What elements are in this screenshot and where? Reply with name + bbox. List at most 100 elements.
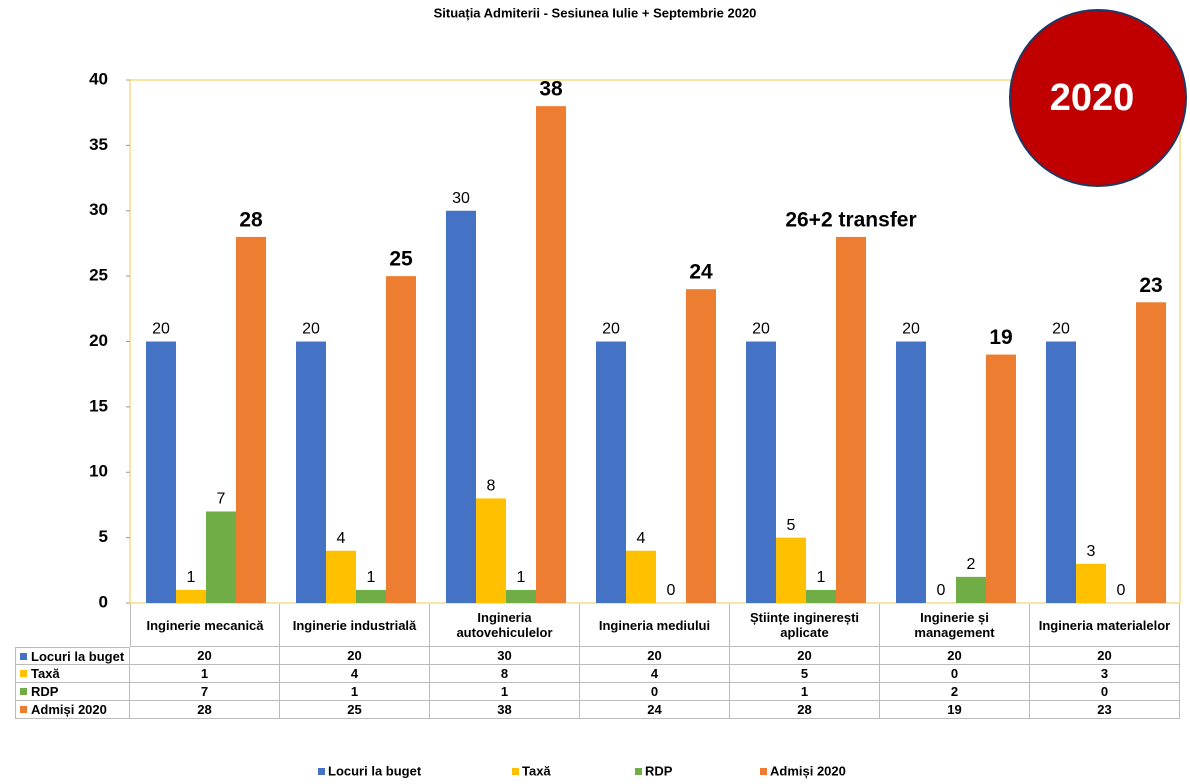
badge [1009, 9, 1187, 187]
table-value: 4 [280, 665, 430, 683]
bar [506, 589, 536, 603]
legend-swatch [20, 688, 27, 695]
table-value: 23 [1030, 701, 1180, 719]
plot-frame [129, 79, 1181, 604]
bar [206, 511, 236, 603]
y-tick-label: 0 [99, 592, 108, 611]
data-label: 4 [637, 530, 646, 547]
bar [956, 576, 986, 603]
bar [1136, 302, 1166, 603]
data-label: 1 [817, 569, 826, 586]
table-value: 28 [730, 701, 880, 719]
y-tick-label: 5 [99, 527, 108, 546]
table-value: 1 [730, 683, 880, 701]
bar [1076, 563, 1106, 603]
bar [536, 106, 566, 604]
bar [146, 341, 176, 603]
bar [746, 341, 776, 603]
table-value: 1 [130, 665, 280, 683]
series-name: RDP [31, 684, 59, 699]
legend-label: RDP [645, 763, 673, 778]
data-label: 0 [1117, 582, 1126, 599]
data-label: 20 [1052, 321, 1070, 338]
table-category: Științe inginerești aplicate [730, 604, 880, 647]
table-value: 1 [280, 683, 430, 701]
data-label: 0 [937, 582, 946, 599]
table-value: 5 [730, 665, 880, 683]
data-label: 3 [1087, 543, 1096, 560]
data-label: 4 [337, 530, 346, 547]
table-value: 24 [580, 701, 730, 719]
table-value: 3 [1030, 665, 1180, 683]
table-value: 20 [1030, 647, 1180, 665]
table-value: 4 [580, 665, 730, 683]
y-tick-label: 30 [89, 200, 108, 219]
legend-swatch [760, 768, 767, 775]
data-label: 20 [302, 321, 320, 338]
table-category: Inginerie mecanică [130, 604, 280, 647]
bar [836, 236, 866, 603]
table-category: Inginerie industrială [280, 604, 430, 647]
data-label: 28 [239, 208, 263, 231]
bar [476, 498, 506, 603]
table-value: 38 [430, 701, 580, 719]
legend-swatch [635, 768, 642, 775]
legend-swatch [318, 768, 325, 775]
y-tick-label: 20 [89, 331, 108, 350]
bar [686, 289, 716, 603]
bar [176, 589, 206, 603]
bar [386, 276, 416, 603]
bar [896, 341, 926, 603]
bar [236, 236, 266, 603]
table-category: Ingineria autovehiculelor [430, 604, 580, 647]
legend-label: Admiși 2020 [770, 763, 846, 778]
legend-swatch [20, 670, 27, 677]
y-tick-label: 10 [89, 462, 108, 481]
table-value: 20 [280, 647, 430, 665]
data-label: 2 [967, 556, 976, 573]
bar [596, 341, 626, 603]
y-tick-label: 25 [89, 266, 108, 285]
legend-swatch [20, 706, 27, 713]
badge-label: 2020 [1050, 77, 1135, 119]
table-value: 19 [880, 701, 1030, 719]
data-label: 0 [667, 582, 676, 599]
bar [446, 210, 476, 603]
table-category: Ingineria materialelor [1030, 604, 1180, 647]
legend-label: Locuri la buget [328, 763, 422, 778]
y-tick-label: 40 [89, 69, 108, 88]
data-label: 20 [752, 321, 770, 338]
bar [356, 589, 386, 603]
series-name: Taxă [31, 666, 60, 681]
table-row-header: Taxă [15, 665, 130, 683]
bar [806, 589, 836, 603]
data-label: 26+2 transfer [785, 208, 916, 231]
table-value: 20 [880, 647, 1030, 665]
bar [776, 537, 806, 603]
table-value: 28 [130, 701, 280, 719]
table-row-header: Admiși 2020 [15, 701, 130, 719]
table-value: 7 [130, 683, 280, 701]
data-label: 30 [452, 190, 470, 207]
data-label: 20 [902, 321, 920, 338]
series-name: Locuri la buget [31, 648, 125, 664]
legend-swatch [512, 768, 519, 775]
table-value: 0 [1030, 683, 1180, 701]
bar [626, 550, 656, 603]
data-label: 25 [389, 248, 413, 271]
data-label: 1 [367, 569, 376, 586]
data-label: 7 [217, 491, 226, 508]
chart-title: Situația Admiterii - Sesiunea Iulie + Se… [434, 5, 757, 20]
table-value: 20 [580, 647, 730, 665]
data-label: 8 [487, 478, 496, 495]
data-label: 23 [1139, 274, 1162, 297]
legend-swatch [20, 652, 27, 660]
table-value: 2 [880, 683, 1030, 701]
table-value: 20 [130, 647, 280, 665]
bar [296, 341, 326, 603]
y-tick-label: 15 [89, 396, 108, 415]
table-value: 1 [430, 683, 580, 701]
legend-label: Taxă [522, 763, 551, 778]
